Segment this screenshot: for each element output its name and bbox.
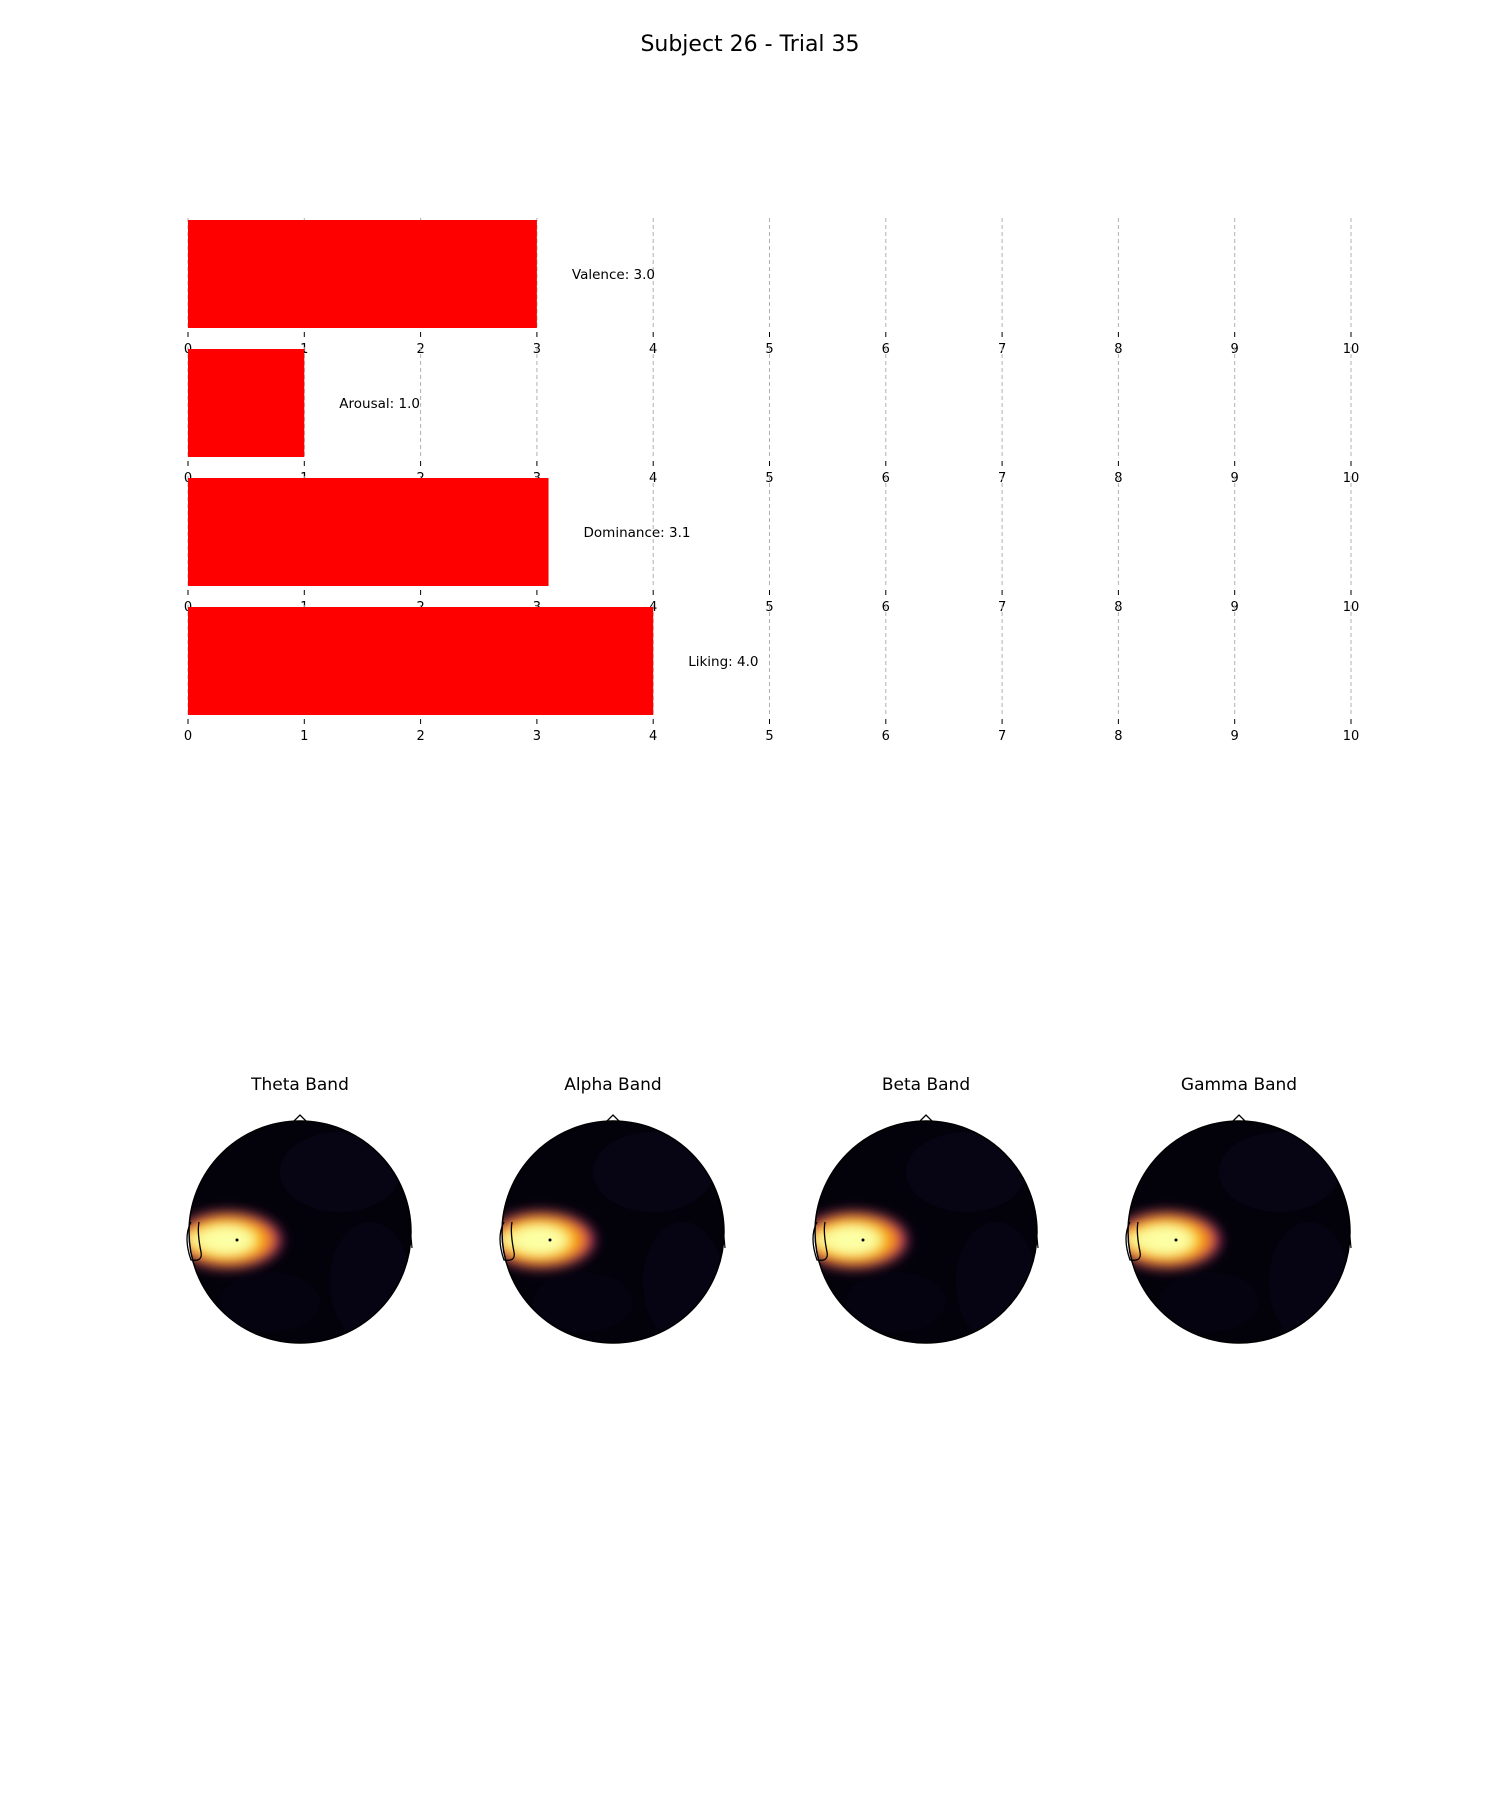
sensor-dot <box>1174 1238 1178 1242</box>
hotspot-core <box>189 1229 254 1251</box>
x-tick-label: 1 <box>300 729 308 744</box>
x-tick-label: 8 <box>1114 729 1122 744</box>
x-tick-label: 7 <box>998 729 1006 744</box>
figure-title: Subject 26 - Trial 35 <box>640 32 859 57</box>
x-tick-label: 4 <box>649 729 657 744</box>
x-tick-label: 5 <box>765 729 773 744</box>
topomap-title: Beta Band <box>882 1075 970 1095</box>
nose-icon <box>292 1114 308 1123</box>
bar-liking <box>188 607 654 715</box>
topomap-title: Theta Band <box>250 1075 349 1095</box>
bar-dominance <box>188 478 549 586</box>
topomap-field <box>189 1132 410 1342</box>
x-tick-label: 6 <box>882 729 890 744</box>
x-tick-label: 0 <box>184 729 192 744</box>
left-ear-icon <box>1125 1221 1141 1261</box>
nose-icon <box>605 1114 621 1123</box>
sensor-dot <box>548 1238 552 1242</box>
band-topomaps: Theta Band Alpha Band Beta Band Gamma Band <box>186 1075 1352 1344</box>
nose-icon <box>1231 1114 1247 1123</box>
x-tick-label: 2 <box>416 729 424 744</box>
bar-valence <box>188 220 537 328</box>
x-tick-label: 10 <box>1343 729 1360 744</box>
hotspot-core <box>1128 1229 1193 1251</box>
topomap-title: Gamma Band <box>1181 1075 1297 1095</box>
hotspot-core <box>815 1229 880 1251</box>
topomap-panel-1: Theta Band <box>186 1075 413 1344</box>
right-ear-icon <box>1348 1225 1352 1249</box>
left-ear-icon <box>812 1221 828 1261</box>
nose-icon <box>918 1114 934 1123</box>
left-ear-icon <box>186 1221 202 1261</box>
ratings-bar-chart: Valence: 3.0012345678910Arousal: 1.00123… <box>184 218 1359 744</box>
hotspot-core <box>502 1229 567 1251</box>
bar-subplot-dominance: Dominance: 3.1012345678910 <box>184 476 1359 615</box>
topomap-field <box>815 1132 1036 1342</box>
right-ear-icon <box>409 1225 413 1249</box>
bar-label-liking: Liking: 4.0 <box>688 654 758 670</box>
bar-label-arousal: Arousal: 1.0 <box>339 396 420 412</box>
sensor-dot <box>235 1238 239 1242</box>
bar-label-dominance: Dominance: 3.1 <box>584 525 691 541</box>
x-tick-label: 9 <box>1231 729 1239 744</box>
topomap-panel-4: Gamma Band <box>1125 1075 1352 1344</box>
right-ear-icon <box>722 1225 726 1249</box>
topomap-title: Alpha Band <box>564 1075 661 1095</box>
bar-subplot-liking: Liking: 4.0 0 1 2 3 4 5 6 7 8 9 10 <box>184 605 1359 744</box>
left-ear-icon <box>499 1221 515 1261</box>
x-tick-label: 3 <box>533 729 541 744</box>
right-ear-icon <box>1035 1225 1039 1249</box>
bar-label-valence: Valence: 3.0 <box>572 267 655 283</box>
topomap-panel-3: Beta Band <box>812 1075 1039 1344</box>
topomap-panel-2: Alpha Band <box>499 1075 726 1344</box>
bar-arousal <box>188 349 305 457</box>
sensor-dot <box>861 1238 865 1242</box>
